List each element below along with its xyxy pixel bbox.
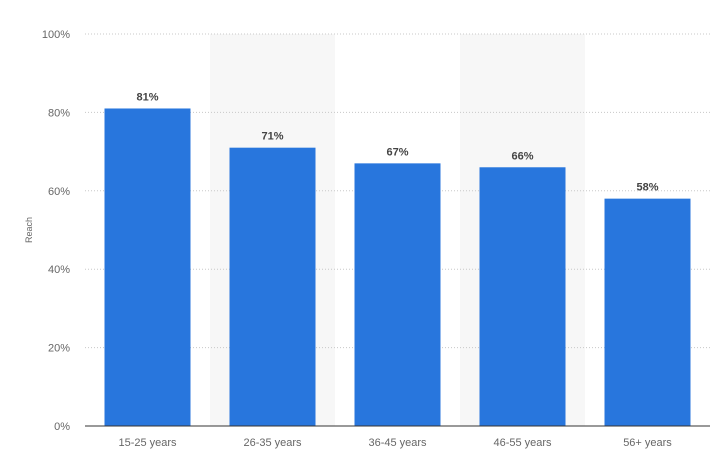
value-labels: 81% 71% 67% 66% 58% — [136, 91, 658, 193]
bar-0 — [104, 108, 191, 426]
x-tick-label: 36-45 years — [368, 437, 427, 449]
x-tick-label: 26-35 years — [243, 437, 302, 449]
x-tick-label: 15-25 years — [118, 437, 177, 449]
y-tick-labels: 0% 20% 40% 60% 80% 100% — [42, 29, 70, 433]
bar-4 — [604, 198, 691, 426]
y-tick-label: 0% — [54, 421, 70, 433]
y-tick-label: 80% — [48, 107, 70, 119]
bars — [104, 108, 691, 427]
y-tick-label: 100% — [42, 29, 70, 41]
y-tick-label: 60% — [48, 186, 70, 198]
y-axis-label: Reach — [24, 217, 34, 243]
value-label: 58% — [636, 182, 658, 194]
x-tick-labels: 15-25 years 26-35 years 36-45 years 46-55 y… — [118, 437, 672, 449]
value-label: 66% — [511, 150, 533, 162]
x-tick-label: 56+ years — [623, 437, 672, 449]
bar-1 — [229, 147, 316, 426]
value-label: 67% — [386, 146, 408, 158]
bar-3 — [479, 167, 566, 426]
value-label: 71% — [261, 131, 283, 143]
x-tick-label: 46-55 years — [493, 437, 552, 449]
bar-2 — [354, 163, 441, 427]
value-label: 81% — [136, 91, 158, 103]
y-tick-label: 20% — [48, 343, 70, 355]
y-tick-label: 40% — [48, 264, 70, 276]
